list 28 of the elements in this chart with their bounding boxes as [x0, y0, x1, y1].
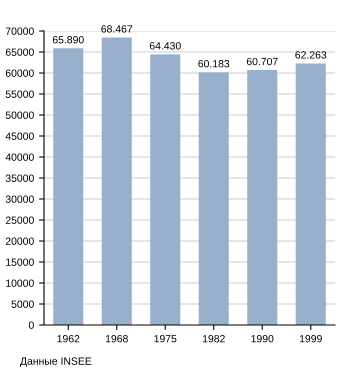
y-tick-label: 30000 — [6, 196, 34, 203]
y-tick-label: 35000 — [6, 174, 34, 182]
y-tick-label: 5000 — [12, 300, 34, 308]
x-tick-label: 1982 — [202, 334, 225, 342]
y-tick-label: 25000 — [6, 216, 34, 224]
data-label: 60.707 — [246, 58, 278, 66]
y-tick-label: 40000 — [6, 154, 34, 161]
data-label: 68.467 — [101, 25, 132, 33]
data-label: 60.183 — [198, 60, 230, 68]
y-tick-label: 20000 — [6, 238, 34, 245]
y-tick-label: 15000 — [6, 258, 34, 266]
data-label: 65.890 — [52, 36, 84, 44]
y-tick-label: 50000 — [6, 112, 34, 119]
y-tick-label: 70000 — [6, 28, 34, 35]
y-tick-label: 60000 — [6, 70, 34, 77]
data-label: 64.430 — [150, 42, 181, 50]
y-tick-label: 45000 — [6, 132, 34, 140]
y-tick-label: 65000 — [6, 48, 34, 56]
x-tick-label: 1990 — [251, 334, 274, 342]
y-tick-label: 10000 — [6, 280, 34, 287]
data-label: 62.263 — [295, 51, 326, 59]
text: Данные INSEE — [20, 357, 92, 367]
x-tick-label: 1999 — [300, 334, 322, 342]
x-tick-label: 1962 — [57, 334, 80, 342]
y-tick-label: 55000 — [6, 90, 34, 98]
x-tick-label: 1968 — [106, 334, 128, 342]
y-tick-label: 0 — [28, 322, 34, 329]
x-tick-label: 1975 — [154, 334, 176, 342]
